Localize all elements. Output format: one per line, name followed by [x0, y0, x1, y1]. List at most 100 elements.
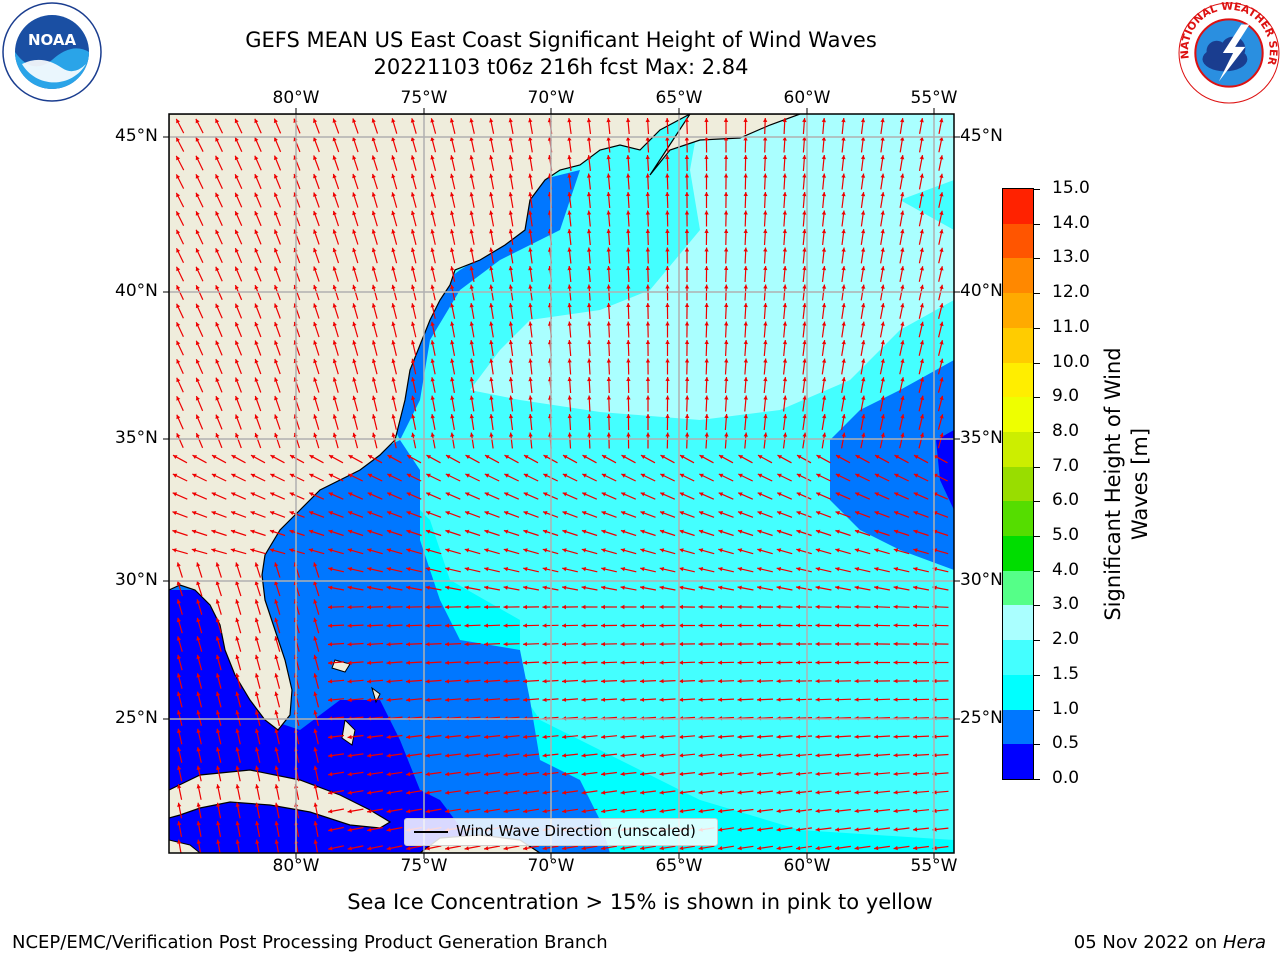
wave-direction-arrowhead	[352, 155, 357, 160]
wave-direction-arrowhead	[386, 585, 391, 590]
wave-direction-arrowhead	[504, 455, 509, 459]
wave-direction-arrowhead	[450, 155, 455, 160]
wave-direction-arrowhead	[347, 679, 352, 684]
wave-direction-arrowhead	[410, 266, 416, 271]
wave-direction-arrowhead	[176, 192, 181, 198]
wave-direction-arrowhead	[367, 548, 372, 553]
wave-direction-arrowhead	[251, 455, 256, 459]
wave-direction-arrowhead	[724, 266, 729, 270]
wave-direction-arrowhead	[562, 846, 567, 851]
wave-direction-arrowhead	[640, 511, 645, 516]
wave-direction-arrowhead	[586, 155, 592, 160]
wave-direction-arrowhead	[367, 827, 372, 832]
wave-direction-arrowhead	[332, 377, 337, 382]
wave-direction-arrowhead	[347, 753, 352, 758]
wave-direction-arrowhead	[606, 247, 611, 252]
wave-direction-arrowhead	[665, 303, 670, 307]
wave-direction-arrowhead	[464, 642, 469, 647]
wave-direction-arrowhead	[391, 136, 396, 142]
wave-direction-arrowhead	[235, 322, 239, 327]
wave-direction-arrowhead	[659, 808, 664, 814]
colorbar-tick-label: 8.0	[1052, 420, 1080, 441]
wave-direction-arrowhead	[704, 173, 709, 178]
wave-direction-arrowhead	[313, 636, 318, 641]
wave-direction-arrowhead	[332, 266, 337, 271]
wave-direction-arrowhead	[704, 358, 709, 363]
wave-direction-arrowhead	[255, 784, 260, 789]
wave-direction-arrowhead	[542, 604, 547, 610]
wave-direction-arrowhead	[215, 377, 220, 383]
wave-direction-arrowhead	[445, 753, 450, 758]
wave-direction-arrowhead	[524, 455, 529, 459]
wave-direction-arrowhead	[367, 660, 372, 665]
wave-direction-arrowhead	[332, 284, 337, 290]
wave-direction-arrowhead	[469, 173, 474, 178]
wave-direction-arrowhead	[508, 247, 513, 252]
wave-direction-arrowhead	[406, 790, 411, 795]
wave-direction-arrowhead	[913, 753, 918, 758]
wave-direction-arrowhead	[371, 210, 376, 216]
wave-direction-arrowhead	[802, 284, 807, 289]
wave-direction-arrowhead	[782, 432, 788, 437]
wave-direction-arrowhead	[567, 210, 572, 215]
wave-direction-arrowhead	[704, 377, 709, 381]
wave-direction-arrowhead	[776, 529, 782, 534]
wave-direction-arrowhead	[582, 511, 587, 516]
wave-direction-arrowhead	[215, 340, 220, 346]
wave-direction-arrowhead	[757, 753, 762, 758]
wave-direction-arrowhead	[913, 641, 917, 647]
wave-direction-arrowhead	[450, 173, 455, 178]
wave-direction-arrowhead	[177, 802, 182, 807]
wave-direction-arrowhead	[274, 248, 279, 253]
wave-direction-arrowhead	[567, 358, 572, 363]
wave-direction-arrowhead	[254, 174, 259, 179]
wave-direction-arrowhead	[387, 473, 392, 478]
wave-direction-arrowhead	[641, 455, 646, 459]
wave-direction-arrowhead	[176, 359, 181, 364]
wave-direction-arrowhead	[425, 809, 430, 814]
wave-direction-arrowhead	[332, 321, 337, 327]
wave-direction-arrowhead	[543, 511, 548, 516]
wave-direction-arrowhead	[606, 266, 611, 271]
land-yucatan	[169, 839, 201, 853]
wave-direction-arrowhead	[718, 473, 724, 478]
wave-direction-arrowhead	[841, 118, 846, 123]
wave-direction-arrowhead	[836, 455, 841, 459]
wave-direction-arrowhead	[230, 548, 236, 553]
wave-direction-arrowhead	[821, 358, 827, 363]
wave-direction-arrowhead	[348, 473, 353, 478]
wave-direction-arrowhead	[757, 492, 763, 497]
wave-direction-arrowhead	[484, 567, 489, 572]
wave-direction-arrowhead	[196, 802, 201, 807]
wave-direction-arrowhead	[484, 492, 490, 497]
wave-direction-arrowhead	[391, 377, 396, 382]
wave-direction-arrowhead	[581, 697, 586, 702]
wave-direction-arrowhead	[503, 679, 508, 684]
wave-direction-arrowhead	[503, 585, 508, 590]
wave-direction-arrowhead	[406, 772, 411, 777]
wave-direction-arrowhead	[411, 284, 416, 290]
wave-direction-arrowhead	[430, 414, 435, 419]
wave-direction-arrowhead	[757, 808, 762, 814]
wave-direction-arrowhead	[757, 585, 762, 590]
wave-direction-arrowhead	[893, 585, 898, 590]
wave-direction-arrowhead	[391, 210, 396, 216]
wave-direction-arrowhead	[406, 642, 411, 647]
wave-direction-arrowhead	[587, 340, 592, 345]
wave-direction-arrowhead	[269, 529, 275, 534]
wave-direction-arrowhead	[386, 642, 391, 647]
wave-direction-arrowhead	[718, 753, 723, 758]
wave-direction-arrowhead	[855, 492, 860, 497]
wave-direction-arrowhead	[234, 137, 239, 142]
wave-direction-arrowhead	[215, 192, 220, 198]
colorbar-segment	[1003, 258, 1033, 294]
wave-direction-arrowhead	[586, 136, 592, 141]
wave-direction-arrowhead	[425, 790, 430, 795]
wave-direction-arrowhead	[874, 473, 880, 478]
wave-direction-arrowhead	[523, 809, 528, 814]
wave-direction-arrowhead	[489, 229, 494, 234]
wave-direction-arrowhead	[645, 432, 651, 437]
wave-direction-arrowhead	[274, 155, 278, 161]
wave-direction-arrowhead	[855, 455, 860, 459]
wave-direction-arrowhead	[841, 358, 846, 363]
